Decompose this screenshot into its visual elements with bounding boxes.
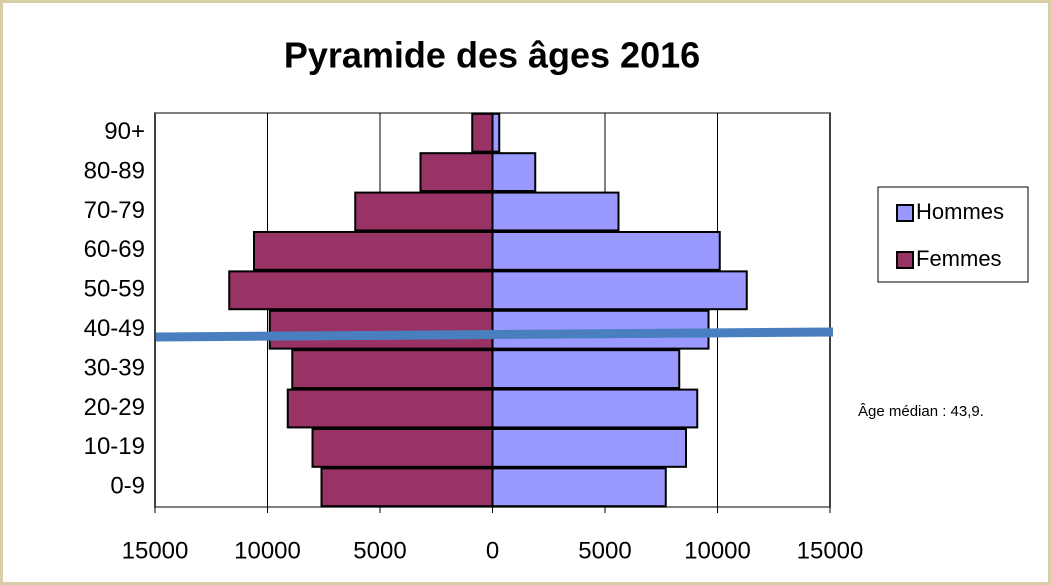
bar: [228, 270, 494, 311]
bar: [286, 388, 494, 429]
bar: [491, 112, 501, 153]
x-tick-label: 10000: [234, 537, 301, 564]
legend-swatch: [896, 251, 914, 269]
bar: [354, 191, 494, 232]
y-tick-label: 20-29: [84, 394, 145, 421]
y-tick-label: 0-9: [110, 473, 145, 500]
bar: [491, 388, 699, 429]
bar: [253, 230, 494, 271]
y-tick-label: 50-59: [84, 276, 145, 303]
bar: [491, 230, 721, 271]
bar: [491, 191, 620, 232]
x-tick-label: 5000: [578, 537, 631, 564]
bar: [491, 152, 537, 193]
x-tick-label: 15000: [122, 537, 189, 564]
y-tick-label: 60-69: [84, 236, 145, 263]
bar: [491, 467, 667, 508]
bar: [471, 112, 494, 153]
bar: [268, 309, 494, 350]
bar: [419, 152, 494, 193]
x-tick-label: 15000: [797, 537, 864, 564]
y-tick-label: 90+: [104, 118, 145, 145]
y-tick-label: 70-79: [84, 197, 145, 224]
y-tick-label: 40-49: [84, 315, 145, 342]
bar: [491, 270, 748, 311]
bar: [291, 349, 494, 390]
bar: [491, 349, 681, 390]
bar: [320, 467, 494, 508]
median-line: [155, 327, 834, 342]
legend-swatch: [896, 204, 914, 222]
legend-label: Hommes: [916, 199, 1004, 224]
annotation: Âge médian : 43,9.: [858, 403, 984, 420]
legend-label: Femmes: [916, 246, 1002, 271]
bar: [491, 427, 687, 468]
y-tick-label: 80-89: [84, 157, 145, 184]
x-tick-label: 5000: [353, 537, 406, 564]
x-tick-label: 0: [486, 537, 499, 564]
chart-title: Pyramide des âges 2016: [284, 35, 700, 76]
y-tick-label: 10-19: [84, 433, 145, 460]
y-tick-label: 30-39: [84, 354, 145, 381]
bar: [311, 427, 494, 468]
x-tick-label: 10000: [684, 537, 751, 564]
